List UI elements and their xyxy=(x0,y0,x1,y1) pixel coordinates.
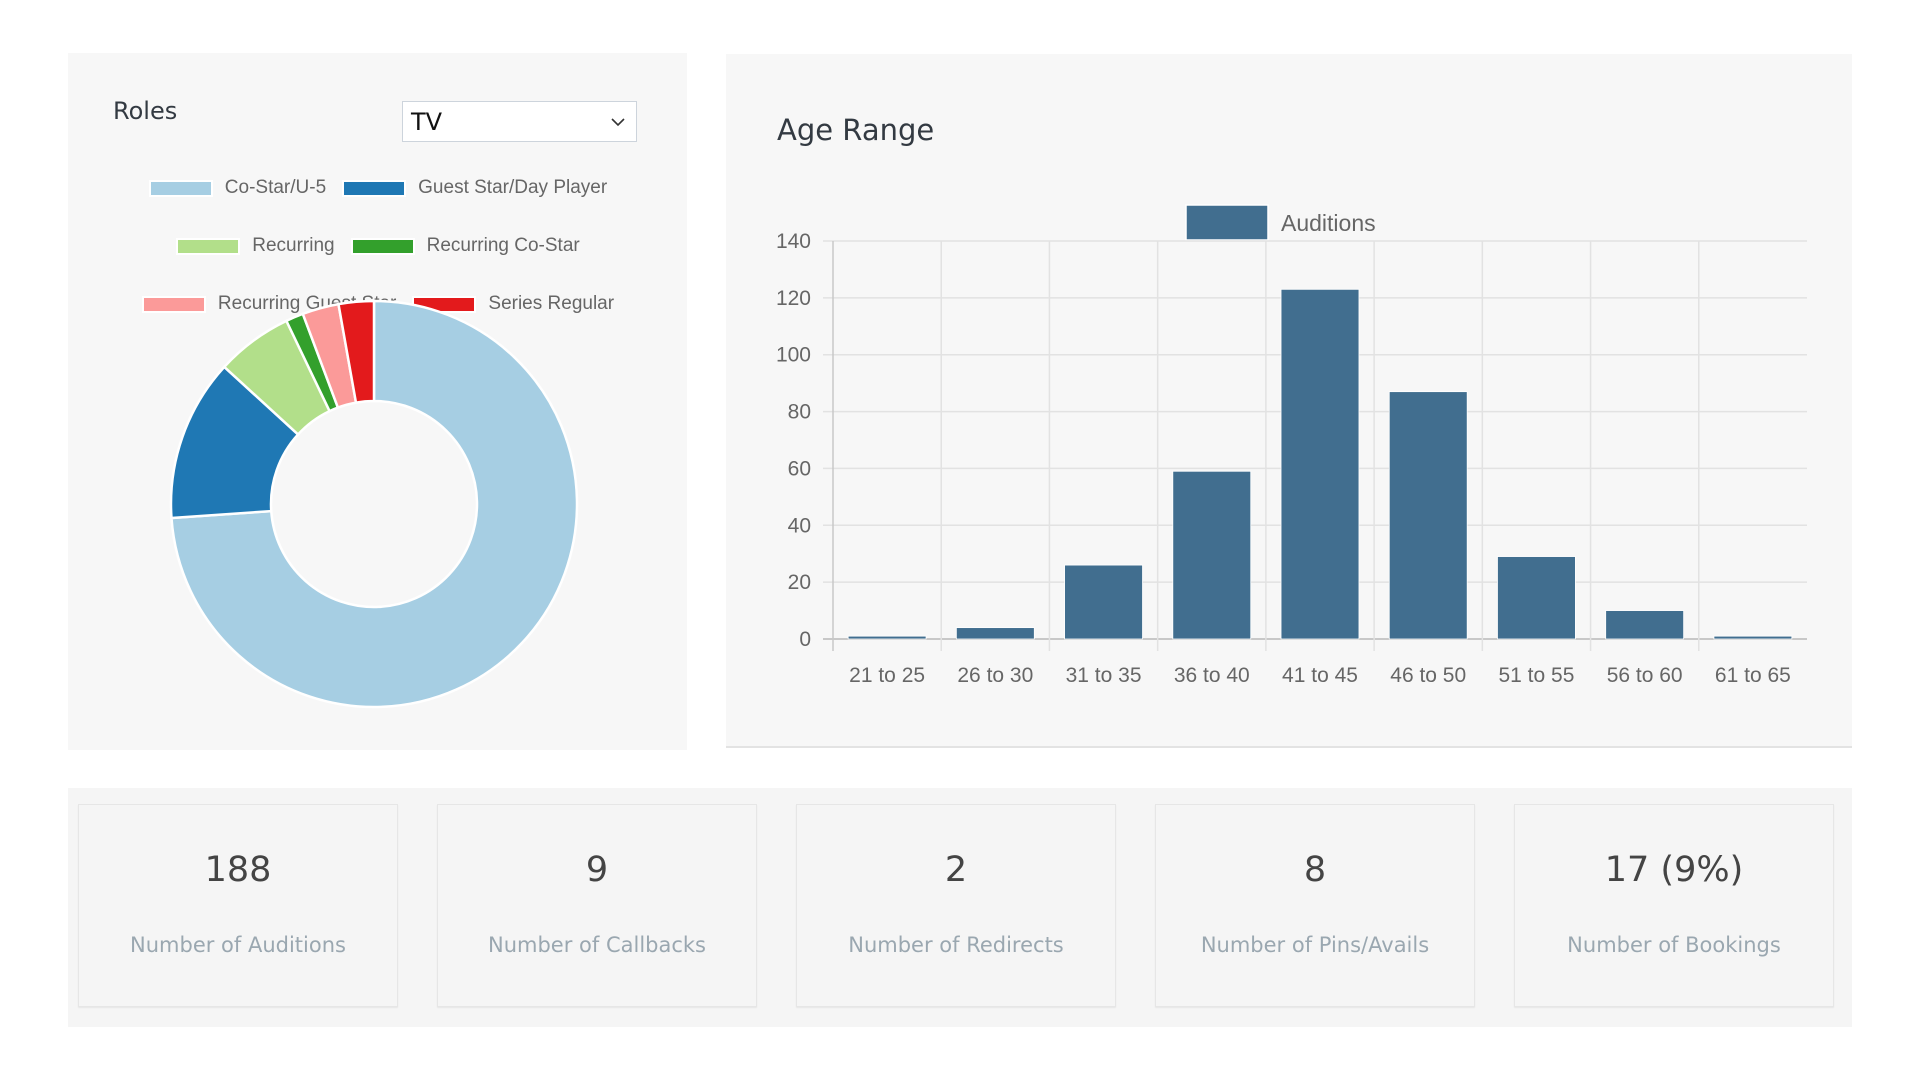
legend-label-auditions: Auditions xyxy=(1281,210,1376,236)
age-range-bar-chart: Auditions 0 20 40 60 80 100 120 140 21 to 25 26 to… xyxy=(776,204,1807,687)
stats-panel: 188 Number of Auditions 9 Number of Call… xyxy=(68,788,1852,1027)
x-tick-label: 26 to 30 xyxy=(957,664,1033,687)
roles-title: Roles xyxy=(113,97,178,125)
stat-label: Number of Redirects xyxy=(848,933,1064,957)
stat-card-auditions: 188 Number of Auditions xyxy=(78,804,398,1007)
y-tick-label: 60 xyxy=(788,457,811,480)
stat-card-redirects: 2 Number of Redirects xyxy=(796,804,1116,1007)
stat-value: 2 xyxy=(944,850,968,890)
y-tick-label: 140 xyxy=(776,230,811,253)
donut-slice-co-star-u-5[interactable] xyxy=(170,299,579,709)
legend-swatch xyxy=(350,237,415,255)
age-range-title: Age Range xyxy=(777,113,935,147)
y-tick-label: 40 xyxy=(788,514,811,537)
legend-swatch xyxy=(148,179,213,197)
legend-item-recurring-co-star[interactable]: Recurring Co-Star xyxy=(350,235,580,256)
x-tick-label: 46 to 50 xyxy=(1390,664,1466,687)
donut-slice-series-regular[interactable] xyxy=(337,299,376,405)
x-tick-label: 31 to 35 xyxy=(1066,664,1142,687)
y-tick-label: 120 xyxy=(776,287,811,310)
legend-swatch-auditions xyxy=(1185,204,1269,241)
bar-56-to-60[interactable] xyxy=(1605,610,1685,640)
legend-label: Guest Star/Day Player xyxy=(418,177,608,198)
stat-value: 17 (9%) xyxy=(1604,850,1744,890)
x-tick-label: 36 to 40 xyxy=(1174,664,1250,687)
bar-41-to-45[interactable] xyxy=(1280,288,1360,640)
legend-swatch xyxy=(176,237,241,255)
roles-panel: Roles TV Co-Star/U-5 Guest Star/Day Playe… xyxy=(68,53,687,750)
y-tick-label: 100 xyxy=(776,344,811,367)
stat-value: 8 xyxy=(1303,850,1327,890)
roles-donut-chart xyxy=(169,299,579,709)
stat-value: 188 xyxy=(204,850,272,890)
legend-label: Recurring xyxy=(252,235,335,256)
role-type-select[interactable]: TV xyxy=(402,101,637,142)
roles-legend: Co-Star/U-5 Guest Star/Day Player Recurrin… xyxy=(88,177,668,314)
x-tick-label: 56 to 60 xyxy=(1607,664,1683,687)
legend-item-recurring[interactable]: Recurring xyxy=(176,235,335,256)
bar-31-to-35[interactable] xyxy=(1064,564,1143,640)
legend-item-co-star-u-5[interactable]: Co-Star/U-5 xyxy=(148,177,327,198)
stat-label: Number of Bookings xyxy=(1567,933,1781,957)
legend-item-guest-star-day-player[interactable]: Guest Star/Day Player xyxy=(342,177,608,198)
legend-swatch xyxy=(342,179,407,197)
stat-label: Number of Pins/Avails xyxy=(1200,933,1430,957)
x-tick-label: 61 to 65 xyxy=(1715,664,1791,687)
bar-51-to-55[interactable] xyxy=(1497,556,1576,640)
bar-21-to-25[interactable] xyxy=(847,635,927,640)
y-tick-label: 0 xyxy=(799,628,811,651)
stat-label: Number of Callbacks xyxy=(488,933,706,957)
bar-36-to-40[interactable] xyxy=(1172,470,1252,640)
bar-46-to-50[interactable] xyxy=(1388,391,1468,640)
chevron-down-icon xyxy=(611,117,625,126)
bar-26-to-30[interactable] xyxy=(955,627,1035,640)
stat-card-callbacks: 9 Number of Callbacks xyxy=(437,804,757,1007)
stat-label: Number of Auditions xyxy=(130,933,346,957)
y-tick-label: 20 xyxy=(788,571,811,594)
legend-label: Co-Star/U-5 xyxy=(224,177,327,198)
bar-legend[interactable]: Auditions xyxy=(1185,204,1376,241)
stat-card-pins-avails: 8 Number of Pins/Avails xyxy=(1155,804,1475,1007)
x-tick-label: 51 to 55 xyxy=(1498,664,1574,687)
legend-swatch xyxy=(141,295,206,313)
legend-item-series-regular[interactable]: Series Regular xyxy=(412,293,615,314)
y-tick-label: 80 xyxy=(788,401,811,424)
x-tick-label: 41 to 45 xyxy=(1282,664,1358,687)
bar-61-to-65[interactable] xyxy=(1713,635,1793,640)
stat-card-bookings: 17 (9%) Number of Bookings xyxy=(1514,804,1834,1007)
legend-label: Series Regular xyxy=(488,293,615,314)
x-tick-label: 21 to 25 xyxy=(849,664,925,687)
age-range-panel: Age Range Auditions 0 20 40 60 80 100 120 140 21 … xyxy=(726,54,1852,748)
legend-label: Recurring Co-Star xyxy=(426,235,580,256)
stat-value: 9 xyxy=(585,850,609,890)
role-type-select-value: TV xyxy=(411,107,443,136)
